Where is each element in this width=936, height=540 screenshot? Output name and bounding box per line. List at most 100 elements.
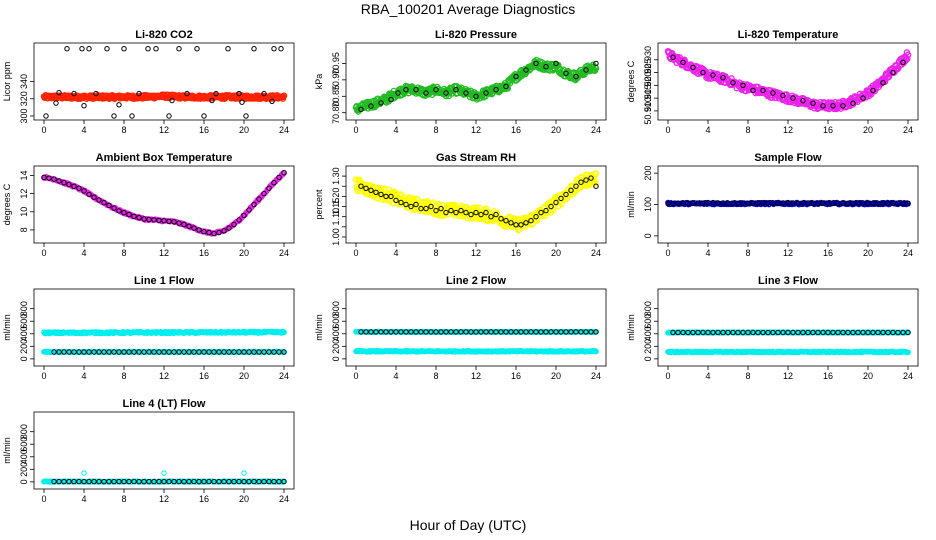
data-point bbox=[715, 329, 721, 336]
data-point bbox=[904, 55, 911, 63]
y-axis-label: ml/min bbox=[626, 191, 636, 218]
data-point bbox=[388, 329, 394, 335]
data-point bbox=[800, 200, 806, 206]
plot-area bbox=[40, 46, 288, 119]
data-point bbox=[161, 470, 167, 476]
data-point bbox=[368, 103, 374, 109]
data-point bbox=[785, 199, 791, 206]
x-tick-label: 4 bbox=[705, 248, 710, 258]
data-point bbox=[720, 200, 726, 206]
data-point bbox=[463, 209, 469, 216]
data-point bbox=[191, 349, 197, 355]
y-tick-label: 1.20 bbox=[331, 188, 341, 206]
data-point bbox=[680, 200, 686, 206]
data-point bbox=[126, 211, 132, 218]
data-point bbox=[905, 200, 911, 206]
data-point bbox=[890, 69, 896, 76]
data-point bbox=[79, 46, 85, 52]
data-point bbox=[101, 478, 107, 485]
data-point bbox=[93, 90, 99, 97]
data-point bbox=[875, 329, 881, 336]
data-point bbox=[695, 200, 701, 206]
data-point bbox=[418, 329, 424, 335]
data-point bbox=[236, 217, 242, 223]
data-point bbox=[563, 329, 569, 335]
data-point bbox=[850, 200, 856, 206]
data-point bbox=[710, 329, 716, 336]
data-point bbox=[166, 349, 172, 355]
x-tick-label: 8 bbox=[121, 494, 126, 504]
data-point bbox=[281, 170, 287, 176]
data-point bbox=[403, 201, 409, 208]
data-point bbox=[211, 478, 217, 485]
x-tick-label: 12 bbox=[159, 494, 169, 504]
data-point bbox=[835, 200, 841, 206]
y-tick-label: 0 bbox=[643, 233, 653, 238]
data-point bbox=[66, 349, 72, 355]
y-axis-label: ml/min bbox=[2, 314, 12, 341]
data-point bbox=[900, 200, 906, 206]
data-point bbox=[261, 90, 267, 97]
data-point bbox=[151, 478, 157, 485]
data-point bbox=[538, 209, 544, 216]
data-point bbox=[665, 200, 671, 207]
data-point bbox=[860, 200, 866, 206]
data-point bbox=[136, 90, 142, 97]
data-point bbox=[685, 200, 691, 206]
data-point bbox=[473, 209, 479, 216]
data-point bbox=[493, 211, 499, 218]
data-point bbox=[56, 478, 62, 485]
data-point bbox=[281, 329, 287, 336]
data-point bbox=[750, 329, 756, 336]
data-point bbox=[830, 329, 836, 336]
data-point bbox=[795, 200, 801, 206]
data-point bbox=[51, 478, 57, 485]
data-point bbox=[383, 193, 389, 200]
data-point bbox=[46, 175, 52, 181]
data-point bbox=[131, 349, 137, 355]
data-point bbox=[61, 180, 67, 186]
y-tick-label: 50.925 bbox=[643, 59, 653, 87]
data-point bbox=[745, 329, 751, 336]
data-point bbox=[880, 200, 886, 206]
data-point bbox=[840, 200, 846, 206]
data-point bbox=[171, 478, 177, 485]
panel-title: Li-820 Temperature bbox=[738, 29, 839, 41]
data-point bbox=[368, 329, 374, 335]
y-axis-label: ml/min bbox=[314, 314, 324, 341]
page-title: RBA_100201 Average Diagnostics bbox=[360, 1, 576, 17]
x-tick-label: 8 bbox=[433, 371, 438, 381]
data-point bbox=[66, 181, 72, 188]
x-tick-label: 0 bbox=[353, 371, 358, 381]
data-point bbox=[53, 100, 59, 106]
panel-title: Sample Flow bbox=[754, 152, 822, 164]
x-tick-label: 4 bbox=[81, 371, 86, 381]
data-point bbox=[685, 329, 691, 336]
data-point bbox=[271, 478, 277, 485]
x-tick-label: 0 bbox=[41, 371, 46, 381]
data-point bbox=[503, 329, 509, 335]
data-point bbox=[780, 92, 786, 99]
x-tick-label: 4 bbox=[81, 494, 86, 504]
x-tick-label: 12 bbox=[783, 371, 793, 381]
x-tick-label: 20 bbox=[239, 494, 249, 504]
data-point bbox=[131, 478, 137, 485]
data-point bbox=[583, 329, 589, 335]
x-tick-label: 8 bbox=[121, 371, 126, 381]
data-point bbox=[830, 200, 836, 206]
data-point bbox=[518, 329, 524, 335]
x-tick-label: 20 bbox=[239, 248, 249, 258]
data-point bbox=[196, 349, 202, 355]
data-point bbox=[573, 73, 579, 80]
data-point bbox=[141, 478, 147, 485]
data-point bbox=[381, 185, 388, 192]
data-point bbox=[239, 99, 245, 105]
data-point bbox=[533, 217, 541, 224]
data-point bbox=[790, 200, 796, 206]
data-point bbox=[593, 60, 599, 67]
data-point bbox=[91, 478, 97, 485]
data-point bbox=[770, 329, 776, 336]
data-point bbox=[106, 349, 112, 355]
